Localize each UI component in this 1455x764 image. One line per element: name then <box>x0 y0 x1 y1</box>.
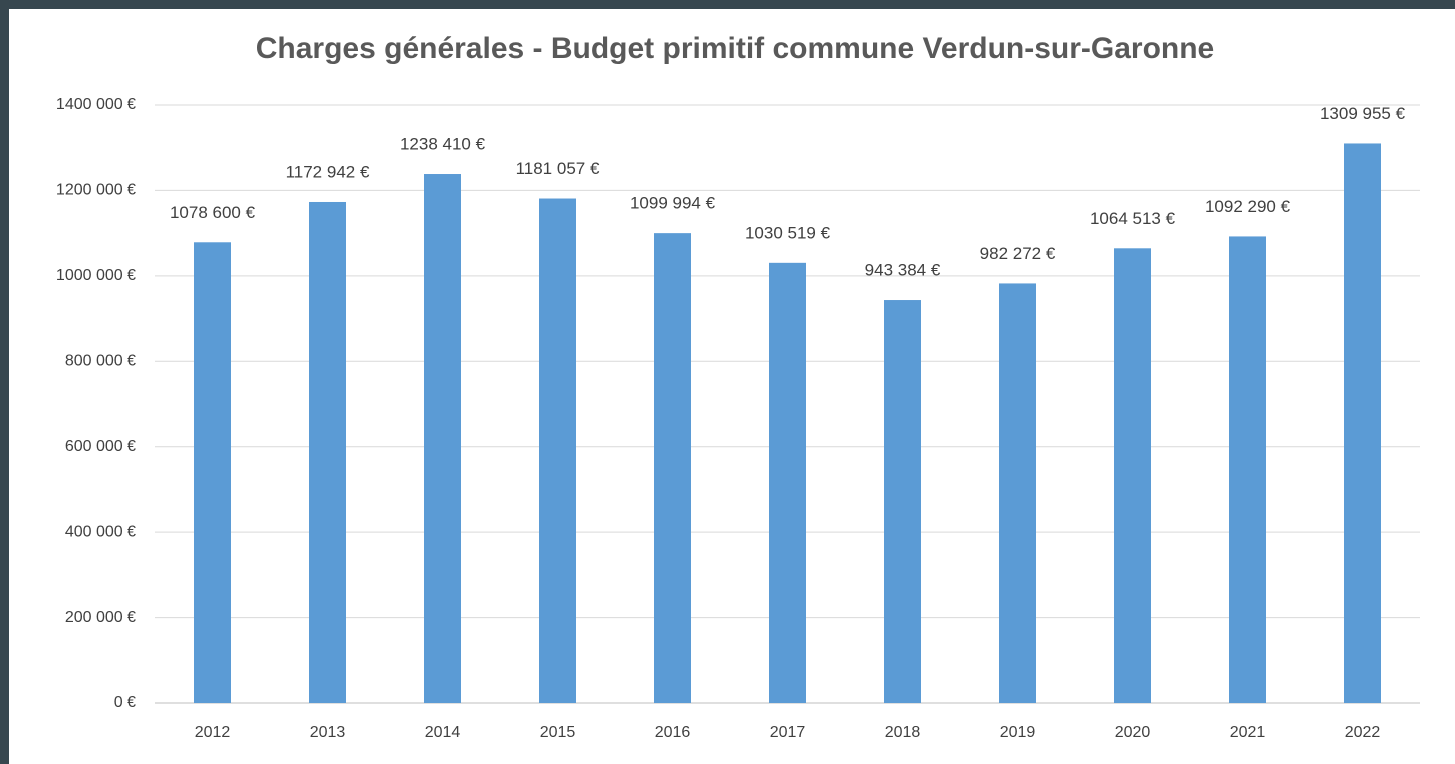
y-tick-label: 400 000 € <box>65 523 136 540</box>
x-tick-label: 2017 <box>770 724 806 741</box>
bar <box>424 174 461 703</box>
x-tick-label: 2022 <box>1345 724 1381 741</box>
data-label: 943 384 € <box>865 261 941 280</box>
chart-title: Charges générales - Budget primitif comm… <box>256 32 1215 65</box>
x-tick-label: 2015 <box>540 724 576 741</box>
data-label: 1092 290 € <box>1205 197 1291 216</box>
y-tick-label: 0 € <box>114 694 136 711</box>
data-label: 1181 057 € <box>516 159 600 178</box>
data-label: 1030 519 € <box>745 223 831 242</box>
data-label: 1238 410 € <box>400 135 486 154</box>
data-label: 1064 513 € <box>1090 209 1176 228</box>
y-tick-label: 600 000 € <box>65 438 136 455</box>
x-tick-label: 2021 <box>1230 724 1266 741</box>
data-label: 1172 942 € <box>286 162 370 181</box>
bar <box>1344 143 1381 703</box>
data-label: 1078 600 € <box>170 203 256 222</box>
x-tick-label: 2012 <box>195 724 231 741</box>
x-tick-label: 2014 <box>425 724 461 741</box>
x-tick-label: 2020 <box>1115 724 1151 741</box>
data-label: 1099 994 € <box>630 194 716 213</box>
x-tick-label: 2016 <box>655 724 691 741</box>
y-tick-label: 200 000 € <box>65 609 136 626</box>
bar <box>309 201 346 703</box>
chart-background <box>9 9 1455 764</box>
data-label: 982 272 € <box>980 244 1056 263</box>
x-tick-label: 2018 <box>885 724 921 741</box>
bar <box>999 283 1036 703</box>
data-label: 1309 955 € <box>1320 104 1406 123</box>
bar <box>194 242 231 704</box>
x-tick-label: 2019 <box>1000 724 1036 741</box>
bar <box>654 233 691 703</box>
bar <box>884 300 921 703</box>
y-tick-label: 800 000 € <box>65 353 136 370</box>
bar <box>1114 248 1151 703</box>
bar <box>769 262 806 703</box>
y-tick-label: 1400 000 € <box>56 96 136 113</box>
y-tick-label: 1000 000 € <box>56 267 136 284</box>
bar <box>1229 236 1266 703</box>
bar <box>539 198 576 703</box>
y-tick-label: 1200 000 € <box>56 182 136 199</box>
x-tick-label: 2013 <box>310 724 346 741</box>
